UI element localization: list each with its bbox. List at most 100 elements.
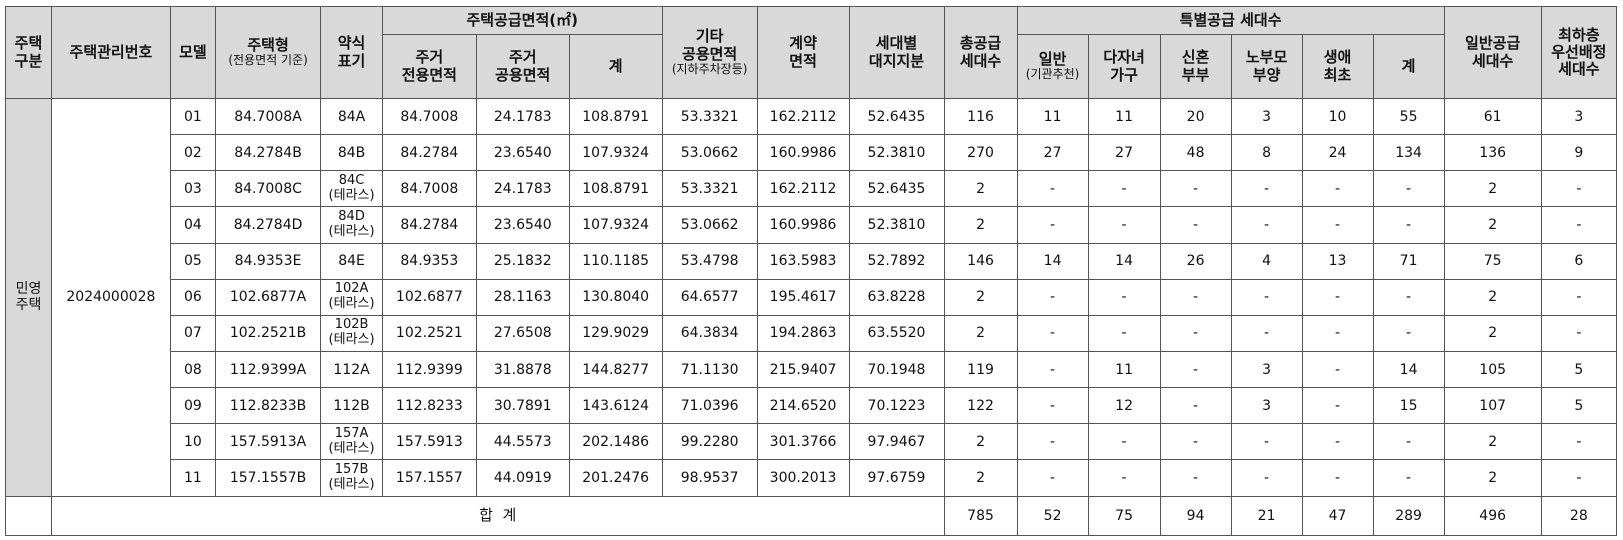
common-area-cell: 23.6540 [475,134,570,172]
sp-newlywed-cell: - [1159,278,1232,316]
sp-total-cell: - [1372,459,1445,497]
house-type-cell: 102.2521B [214,314,322,352]
model-cell: 04 [169,206,216,244]
sp-multichild-cell: - [1087,278,1161,316]
header-area-total: 계 [568,34,663,99]
table-row: 05 84.9353E 84E 84.9353 25.1832 110.1185 53.47… [6,242,1618,280]
area-total-cell: 143.6124 [568,387,663,425]
totals-sp-elderly: 21 [1230,495,1303,537]
total-supply-cell: 116 [943,97,1018,136]
other-common-cell: 53.3321 [661,170,758,208]
abbrev-line: (테라스) [328,440,375,456]
house-type-cell: 84.2784B [214,134,322,172]
land-share-cell: 52.3810 [848,134,945,172]
sp-newlywed-cell: - [1159,170,1232,208]
header-house-type: 주택형 (전용면적 기준) [214,6,322,99]
sp-first-cell: - [1301,459,1374,497]
sp-first-cell: - [1301,314,1374,352]
sp-elderly-cell: 3 [1230,387,1303,425]
area-total-cell: 201.2476 [568,459,663,497]
totals-top-floor: 28 [1540,495,1618,537]
header-top-floor: 최하층 우선배정 세대수 [1540,6,1618,99]
abbrev-line: 102A [334,281,369,297]
sp-first-cell: - [1301,206,1374,244]
table-row: 04 84.2784D 84D (테라스) 84.2784 23.6540 107.9324… [6,206,1618,244]
sp-general-cell: - [1016,170,1089,208]
abbrev-cell: 102B (테라스) [320,314,383,352]
general-supply-cell: 2 [1443,206,1542,244]
table-row: 02 84.2784B 84B 84.2784 23.6540 107.9324 53.06… [6,134,1618,172]
header-model: 모델 [169,6,216,99]
abbrev-line: 112A [333,361,370,378]
top-floor-cell: - [1540,459,1618,497]
sp-first-cell: - [1301,170,1374,208]
abbrev-line: 84E [338,253,365,270]
area-total-cell: 202.1486 [568,423,663,461]
area-total-cell: 130.8040 [568,278,663,316]
abbrev-line: (테라스) [328,476,375,492]
common-area-cell: 31.8878 [475,350,570,389]
sp-total-cell: 15 [1372,387,1445,425]
housing-type-label: 민영 [15,281,42,298]
area-total-cell: 107.9324 [568,134,663,172]
model-cell: 10 [169,423,216,461]
general-supply-cell: 2 [1443,170,1542,208]
abbrev-line: 84C [338,172,365,188]
other-common-cell: 64.6577 [661,278,758,316]
totals-sp-multichild: 75 [1087,495,1161,537]
mgmt-no-cell: 2024000028 [50,98,171,497]
house-type-cell: 84.2784D [214,206,322,244]
other-common-cell: 53.4798 [661,242,758,280]
table-body: 민영 주택 2024000028 01 84.7008A 84A 84.7008 24.178… [5,97,1618,537]
sp-multichild-cell: 14 [1087,242,1161,280]
general-supply-cell: 105 [1443,350,1542,389]
common-area-cell: 28.1163 [475,278,570,316]
model-cell: 09 [169,387,216,425]
totals-sp-newlywed: 94 [1159,495,1232,537]
header-sp-multichild: 다자녀 가구 [1087,34,1161,99]
sp-total-cell: - [1372,206,1445,244]
top-floor-cell: - [1540,423,1618,461]
total-supply-cell: 146 [943,242,1018,280]
sp-newlywed-cell: 26 [1159,242,1232,280]
other-common-cell: 71.0396 [661,387,758,425]
table-row: 07 102.2521B 102B (테라스) 102.2521 27.6508 129.9… [6,314,1618,352]
header-common-area: 주거 공용면적 [475,34,570,99]
total-supply-cell: 2 [943,314,1018,352]
sp-first-cell: 13 [1301,242,1374,280]
sp-newlywed-cell: - [1159,206,1232,244]
general-supply-cell: 61 [1443,97,1542,136]
house-type-cell: 112.8233B [214,387,322,425]
sp-first-cell: - [1301,350,1374,389]
abbrev-line: 84A [337,108,366,125]
sp-newlywed-cell: - [1159,459,1232,497]
general-supply-cell: 136 [1443,134,1542,172]
sp-general-cell: - [1016,278,1089,316]
exclusive-area-cell: 84.7008 [381,170,477,208]
top-floor-cell: 5 [1540,387,1618,425]
model-cell: 11 [169,459,216,497]
totals-label: 합 계 [50,495,945,537]
exclusive-area-cell: 102.6877 [381,278,477,316]
sp-elderly-cell: - [1230,278,1303,316]
exclusive-area-cell: 157.1557 [381,459,477,497]
area-total-cell: 108.8791 [568,170,663,208]
sp-elderly-cell: 4 [1230,242,1303,280]
housing-type-cell: 민영 주택 [5,98,52,497]
sp-total-cell: - [1372,278,1445,316]
table-row: 민영 주택 2024000028 01 84.7008A 84A 84.7008 24.178… [5,97,1618,497]
sp-multichild-cell: 11 [1087,97,1161,136]
table-row: 11 157.1557B 157B (테라스) 157.1557 44.0919 201.2… [6,459,1618,497]
land-share-cell: 52.3810 [848,206,945,244]
general-supply-cell: 2 [1443,459,1542,497]
sp-newlywed-cell: 20 [1159,97,1232,136]
common-area-cell: 44.0919 [475,459,570,497]
sp-total-cell: 71 [1372,242,1445,280]
abbrev-cell: 84C (테라스) [320,170,383,208]
header-sp-total: 계 [1372,34,1445,99]
sp-elderly-cell: - [1230,423,1303,461]
common-area-cell: 44.5573 [475,423,570,461]
sp-newlywed-cell: - [1159,387,1232,425]
sp-multichild-cell: 12 [1087,387,1161,425]
sp-general-cell: - [1016,314,1089,352]
